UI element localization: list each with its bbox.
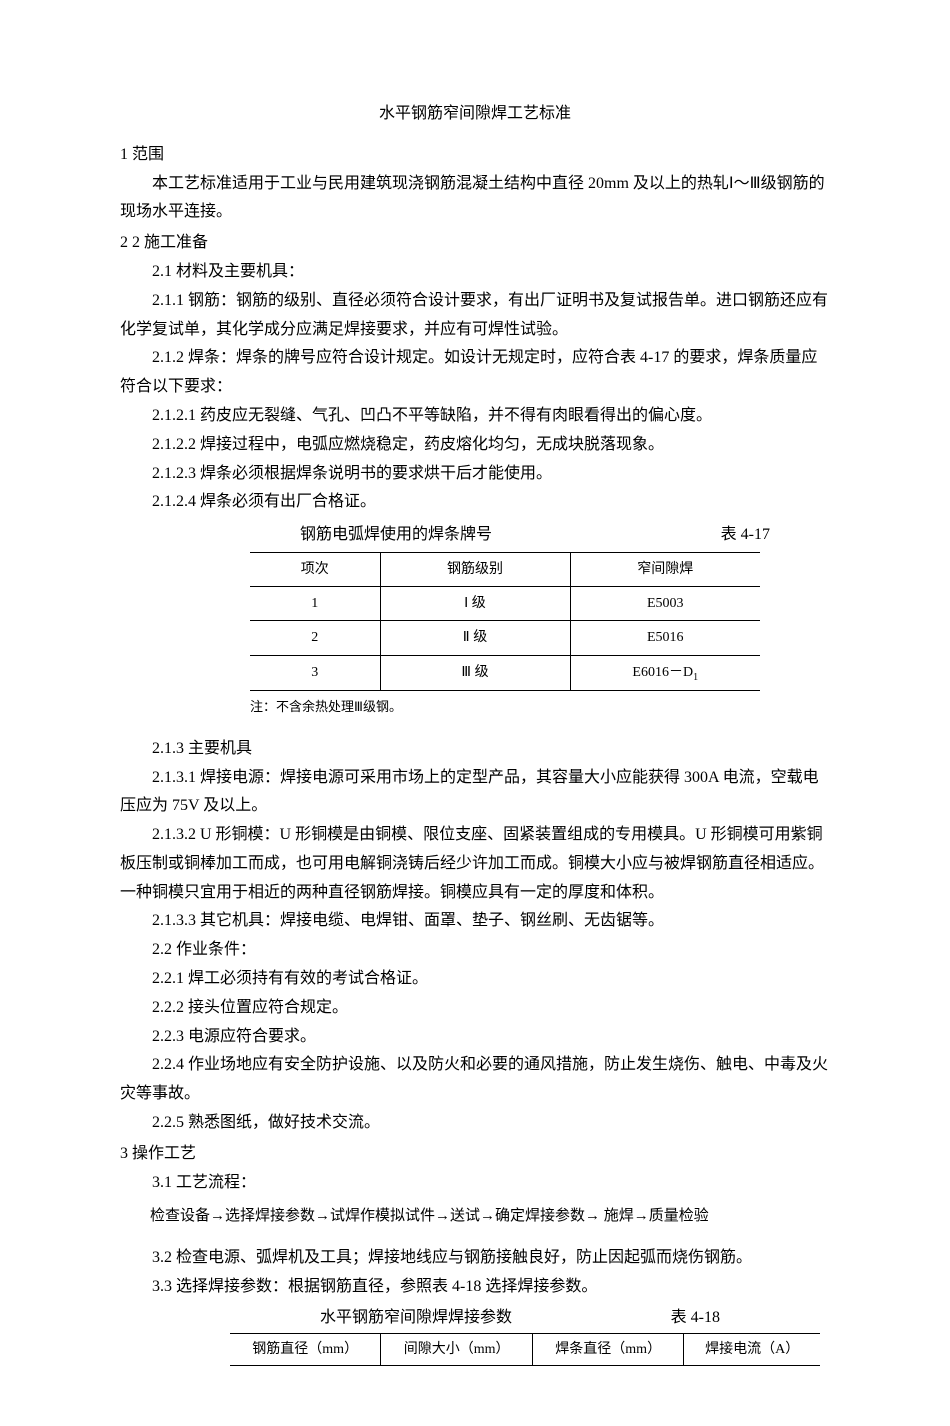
table-cell: Ⅲ 级 — [380, 655, 570, 691]
table-cell: E6016－D1 — [570, 655, 760, 691]
table-4-17: 项次 钢筋级别 窄间隙焊 1 Ⅰ 级 E5003 2 Ⅱ 级 E5016 3 Ⅲ… — [250, 552, 760, 691]
table-4-17-title: 钢筋电弧焊使用的焊条牌号 — [300, 521, 492, 550]
para-2-1-2-2: 2.1.2.2 焊接过程中，电弧应燃烧稳定，药皮熔化均匀，无成块脱落现象。 — [120, 431, 830, 460]
para-3-3: 3.3 选择焊接参数：根据钢筋直径，参照表 4-18 选择焊接参数。 — [120, 1273, 830, 1302]
table-row: 2 Ⅱ 级 E5016 — [250, 621, 760, 655]
process-flow: 检查设备→选择焊接参数→试焊作模拟试件→送试→确定焊接参数→ 施焊→质量检验 — [120, 1203, 830, 1230]
table-row: 3 Ⅲ 级 E6016－D1 — [250, 655, 760, 691]
table-4-18-title: 水平钢筋窄间隙焊焊接参数 — [320, 1304, 512, 1333]
para-2-1-3: 2.1.3 主要机具 — [120, 735, 830, 764]
para-2-2-2: 2.2.2 接头位置应符合规定。 — [120, 994, 830, 1023]
para-2-1: 2.1 材料及主要机具： — [120, 258, 830, 287]
table-header: 窄间隙焊 — [570, 552, 760, 586]
table-cell: 2 — [250, 621, 380, 655]
para-2-1-2-4: 2.1.2.4 焊条必须有出厂合格证。 — [120, 488, 830, 517]
table-cell: 1 — [250, 587, 380, 621]
para-2-1-3-3: 2.1.3.3 其它机具：焊接电缆、电焊钳、面罩、垫子、钢丝刷、无齿锯等。 — [120, 907, 830, 936]
table-header: 间隙大小（mm） — [381, 1333, 533, 1365]
table-4-18-caption: 水平钢筋窄间隙焊焊接参数 表 4-18 — [120, 1304, 830, 1333]
table-4-17-note: 注：不含余热处理Ⅲ级钢。 — [250, 695, 830, 718]
para-2-2-3: 2.2.3 电源应符合要求。 — [120, 1023, 830, 1052]
table-cell: Ⅰ 级 — [380, 587, 570, 621]
table-cell: E5016 — [570, 621, 760, 655]
para-3-1: 3.1 工艺流程： — [120, 1169, 830, 1198]
para-2-2-5: 2.2.5 熟悉图纸，做好技术交流。 — [120, 1109, 830, 1138]
para-2-1-2-1: 2.1.2.1 药皮应无裂缝、气孔、凹凸不平等缺陷，并不得有肉眼看得出的偏心度。 — [120, 402, 830, 431]
table-4-18-number: 表 4-18 — [671, 1304, 720, 1333]
para-2-1-3-1: 2.1.3.1 焊接电源：焊接电源可采用市场上的定型产品，其容量大小应能获得 3… — [120, 764, 830, 822]
table-4-17-number: 表 4-17 — [721, 521, 770, 550]
section-1-heading: 1 范围 — [120, 141, 830, 170]
table-header: 钢筋直径（mm） — [230, 1333, 381, 1365]
para-3-2: 3.2 检查电源、弧焊机及工具；焊接地线应与钢筋接触良好，防止因起弧而烧伤钢筋。 — [120, 1244, 830, 1273]
table-4-17-caption: 钢筋电弧焊使用的焊条牌号 表 4-17 — [120, 521, 830, 550]
table-row: 1 Ⅰ 级 E5003 — [250, 587, 760, 621]
table-header: 焊接电流（A） — [684, 1333, 820, 1365]
para-2-1-1: 2.1.1 钢筋：钢筋的级别、直径必须符合设计要求，有出厂证明书及复试报告单。进… — [120, 287, 830, 345]
table-cell: Ⅱ 级 — [380, 621, 570, 655]
para-2-2: 2.2 作业条件： — [120, 936, 830, 965]
para-2-1-2-3: 2.1.2.3 焊条必须根据焊条说明书的要求烘干后才能使用。 — [120, 460, 830, 489]
para-2-2-1: 2.2.1 焊工必须持有有效的考试合格证。 — [120, 965, 830, 994]
para-2-1-2: 2.1.2 焊条：焊条的牌号应符合设计规定。如设计无规定时，应符合表 4-17 … — [120, 344, 830, 402]
table-row: 钢筋直径（mm） 间隙大小（mm） 焊条直径（mm） 焊接电流（A） — [230, 1333, 820, 1365]
page-title: 水平钢筋窄间隙焊工艺标准 — [120, 100, 830, 129]
table-header: 项次 — [250, 552, 380, 586]
table-4-18: 钢筋直径（mm） 间隙大小（mm） 焊条直径（mm） 焊接电流（A） — [230, 1333, 820, 1366]
section-2-heading: 2 2 施工准备 — [120, 229, 830, 258]
section-3-heading: 3 操作工艺 — [120, 1140, 830, 1169]
section-1-para: 本工艺标准适用于工业与民用建筑现浇钢筋混凝土结构中直径 20mm 及以上的热轧Ⅰ… — [120, 170, 830, 228]
table-header: 钢筋级别 — [380, 552, 570, 586]
table-cell: E5003 — [570, 587, 760, 621]
para-2-1-3-2: 2.1.3.2 U 形铜模：U 形铜模是由铜模、限位支座、固紧装置组成的专用模具… — [120, 821, 830, 907]
para-2-2-4: 2.2.4 作业场地应有安全防护设施、以及防火和必要的通风措施，防止发生烧伤、触… — [120, 1051, 830, 1109]
table-cell: 3 — [250, 655, 380, 691]
table-row: 项次 钢筋级别 窄间隙焊 — [250, 552, 760, 586]
table-header: 焊条直径（mm） — [532, 1333, 684, 1365]
